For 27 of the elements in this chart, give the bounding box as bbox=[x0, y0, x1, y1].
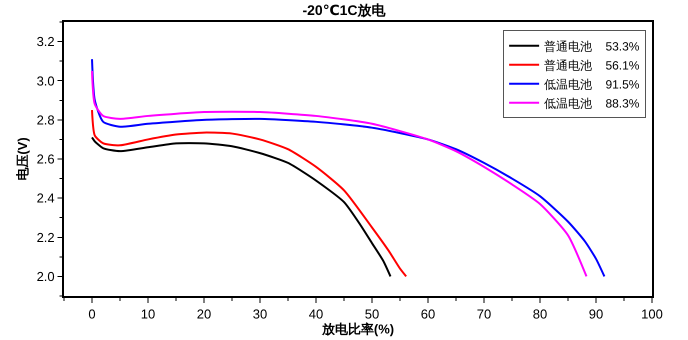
line-series bbox=[91, 109, 408, 278]
y-tick-label: 2.0 bbox=[36, 268, 55, 284]
y-axis-title: 电压(V) bbox=[15, 137, 30, 181]
x-tick-label: 0 bbox=[88, 306, 96, 322]
x-tick-label: 60 bbox=[420, 306, 436, 322]
legend-label: 低温电池 91.5% bbox=[544, 77, 640, 92]
chart-title: -20℃1C放电 bbox=[302, 2, 387, 18]
legend-label: 普通电池 53.3% bbox=[544, 39, 640, 54]
x-tick-label: 80 bbox=[532, 306, 548, 322]
legend-label: 普通电池 56.1% bbox=[544, 58, 640, 72]
x-tick-label: 30 bbox=[252, 306, 268, 322]
x-tick-label: 100 bbox=[641, 306, 663, 322]
x-tick-label: 50 bbox=[364, 306, 380, 322]
y-tick-label: 3.2 bbox=[36, 34, 55, 50]
x-tick-label: 90 bbox=[588, 306, 604, 322]
legend-label: 低温电池 88.3% bbox=[544, 96, 640, 110]
x-tick-label: 40 bbox=[308, 306, 324, 322]
y-tick-label: 3.0 bbox=[36, 73, 55, 88]
x-tick-label: 10 bbox=[140, 306, 156, 322]
y-tick-label: 2.8 bbox=[36, 112, 55, 128]
x-tick-label: 70 bbox=[476, 306, 492, 322]
x-axis-title: 放电比率(%) bbox=[320, 321, 394, 336]
y-tick-label: 2.2 bbox=[36, 230, 55, 245]
line-series bbox=[91, 136, 392, 278]
y-tick-label: 2.6 bbox=[36, 152, 55, 167]
x-tick-label: 20 bbox=[196, 306, 212, 322]
y-tick-label: 2.4 bbox=[36, 190, 55, 206]
